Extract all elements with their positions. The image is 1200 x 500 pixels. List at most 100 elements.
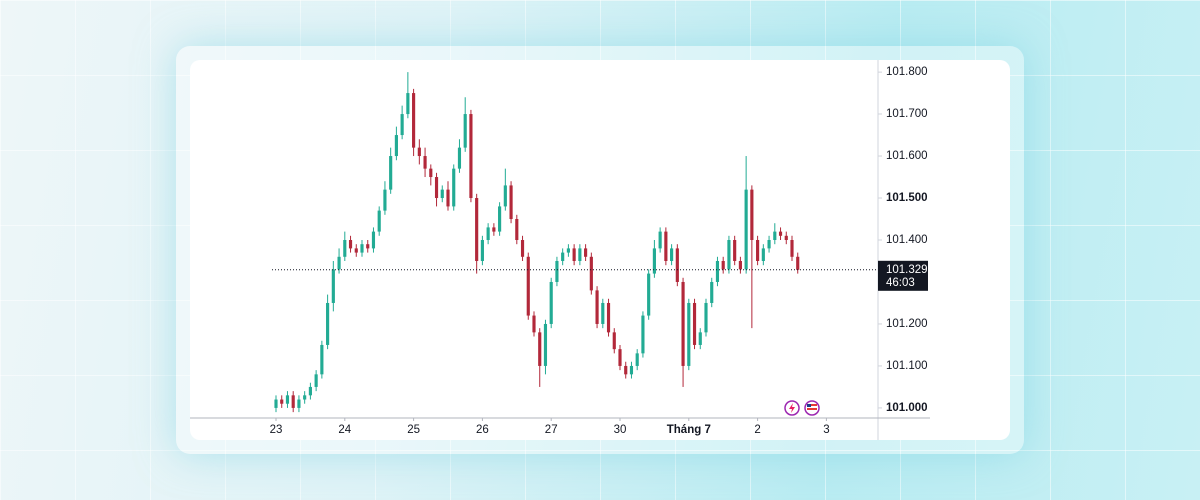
candle-body bbox=[343, 240, 347, 257]
candle-body bbox=[606, 302, 611, 333]
candle-body bbox=[778, 231, 783, 236]
candle-body bbox=[331, 269, 335, 303]
candle-body bbox=[434, 177, 439, 199]
candle-body bbox=[440, 189, 444, 199]
x-tick-label: Tháng 7 bbox=[667, 424, 711, 436]
candle-body bbox=[612, 332, 616, 350]
candle-body bbox=[326, 302, 330, 345]
candle-body bbox=[584, 248, 588, 257]
candle-body bbox=[383, 189, 387, 211]
x-tick-label: 26 bbox=[476, 424, 489, 436]
candle-body bbox=[457, 147, 462, 169]
candle-body bbox=[692, 302, 697, 345]
x-tick-label: 27 bbox=[545, 424, 558, 436]
candle-body bbox=[526, 256, 530, 316]
candle-body bbox=[595, 290, 599, 324]
candle-body bbox=[549, 281, 553, 324]
candle-body bbox=[303, 395, 307, 400]
candle-body bbox=[280, 399, 284, 404]
y-tick-label: 101.500 bbox=[886, 192, 928, 204]
candle-body bbox=[658, 231, 662, 249]
candle-body bbox=[681, 281, 685, 366]
candle-body bbox=[503, 185, 507, 207]
candle-body bbox=[446, 189, 450, 207]
candle-body bbox=[291, 395, 295, 408]
candle-body bbox=[744, 189, 748, 270]
candle-body bbox=[618, 349, 622, 366]
y-tick-label: 101.800 bbox=[886, 66, 928, 78]
lightning-icon bbox=[784, 400, 800, 416]
us-flag-icon bbox=[804, 400, 820, 416]
candle-body bbox=[624, 365, 628, 375]
candle-body bbox=[670, 248, 674, 261]
candle-body bbox=[515, 219, 519, 240]
candle-body bbox=[750, 189, 754, 240]
candle-body bbox=[389, 156, 393, 190]
candle-body bbox=[738, 260, 742, 270]
candle-body bbox=[773, 231, 777, 240]
candle-body bbox=[675, 248, 679, 282]
candle-body bbox=[429, 168, 433, 178]
candle-body bbox=[320, 344, 324, 375]
x-tick-label: 3 bbox=[823, 424, 829, 436]
candle-body bbox=[572, 248, 576, 261]
candle-body bbox=[452, 168, 456, 207]
x-tick-label: 30 bbox=[614, 424, 627, 436]
x-tick-label: 25 bbox=[407, 424, 420, 436]
candle-body bbox=[578, 248, 582, 261]
candle-body bbox=[475, 198, 479, 261]
candle-body bbox=[360, 244, 364, 253]
candle-body bbox=[314, 374, 318, 387]
candle-body bbox=[710, 281, 714, 303]
chart-card: 101.000101.100101.200101.300101.400101.5… bbox=[190, 60, 1010, 440]
candle-body bbox=[308, 386, 312, 396]
candle-body bbox=[509, 185, 513, 220]
candle-body bbox=[417, 147, 421, 157]
candle-body bbox=[647, 273, 651, 316]
last-price-box bbox=[878, 260, 928, 291]
candle-body bbox=[371, 231, 376, 249]
candle-body bbox=[601, 302, 605, 324]
candle-body bbox=[538, 332, 542, 366]
candle-body bbox=[796, 256, 800, 270]
candle-body bbox=[412, 93, 416, 148]
candle-body bbox=[733, 240, 737, 261]
x-tick-label: 2 bbox=[754, 424, 760, 436]
candle-body bbox=[394, 135, 398, 157]
countdown-label: 46:03 bbox=[886, 277, 915, 289]
candle-body bbox=[377, 210, 381, 232]
candle-body bbox=[285, 395, 290, 404]
chart: 101.000101.100101.200101.300101.400101.5… bbox=[190, 60, 930, 440]
y-tick-label: 101.000 bbox=[886, 402, 928, 414]
candle-body bbox=[790, 240, 794, 257]
candle-body bbox=[348, 240, 353, 249]
candle-body bbox=[400, 114, 404, 136]
candle-body bbox=[715, 260, 720, 282]
candle-body bbox=[756, 240, 760, 261]
candle-body bbox=[664, 231, 668, 261]
candle-body bbox=[423, 156, 427, 169]
y-tick-label: 101.700 bbox=[886, 108, 928, 120]
candle-body bbox=[532, 315, 536, 333]
candle-body bbox=[561, 252, 565, 261]
candle-body bbox=[635, 353, 639, 366]
candle-body bbox=[463, 114, 467, 148]
candle-body bbox=[354, 248, 358, 253]
candle-body bbox=[297, 399, 301, 408]
last-price-label: 101.329 bbox=[886, 264, 928, 276]
candle-body bbox=[629, 365, 634, 375]
y-tick-label: 101.600 bbox=[886, 150, 928, 162]
candle-body bbox=[727, 240, 731, 270]
candle-body bbox=[687, 302, 691, 366]
candle-body bbox=[641, 315, 645, 354]
candle-body bbox=[566, 248, 570, 253]
candle-body bbox=[337, 256, 341, 270]
candle-body bbox=[704, 302, 708, 333]
candle-body bbox=[652, 248, 656, 274]
candle-body bbox=[555, 260, 559, 282]
candle-body bbox=[589, 256, 593, 291]
candle-body bbox=[486, 227, 490, 240]
candle-body bbox=[492, 227, 496, 232]
candle-body bbox=[469, 114, 473, 199]
